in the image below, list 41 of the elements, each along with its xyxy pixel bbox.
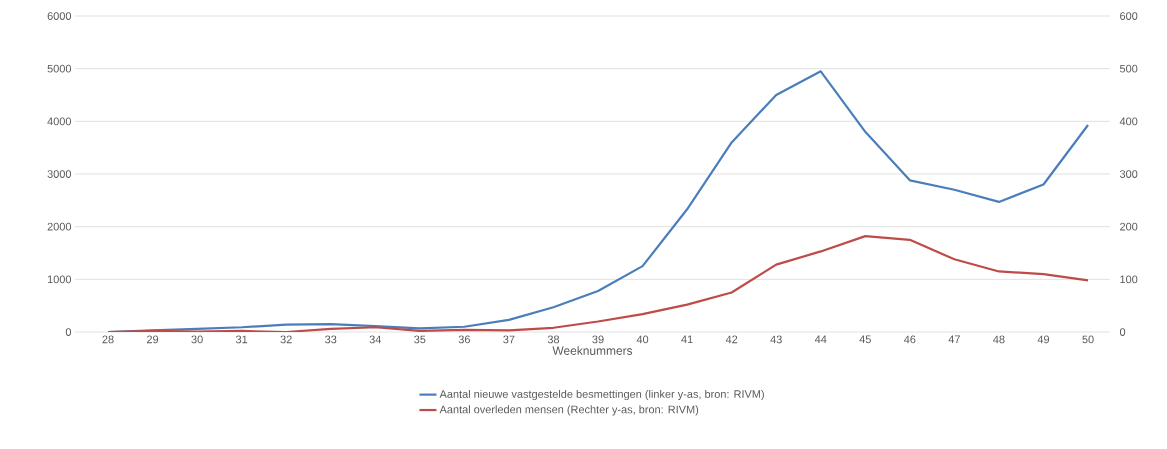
- x-tick-label: 44: [814, 335, 827, 344]
- y2-tick-label: 600: [1120, 12, 1138, 20]
- x-tick-label: 39: [592, 335, 604, 344]
- y-tick-label: 6000: [47, 12, 72, 20]
- y2-tick-label: 100: [1120, 275, 1138, 284]
- x-tick-label: 35: [414, 335, 426, 344]
- line-series: [106, 235, 1090, 332]
- y-tick-label: 5000: [47, 64, 72, 73]
- x-tick-label: 34: [369, 335, 382, 344]
- x-tick-label: 47: [948, 335, 960, 344]
- x-tick-label: 41: [681, 335, 693, 344]
- x-axis-title: Weeknummers: [552, 346, 633, 355]
- y-tick-label: 0: [65, 328, 72, 336]
- x-tick-label: 38: [547, 335, 560, 344]
- y-tick-label: 1000: [47, 275, 72, 284]
- x-tick-label: 31: [235, 335, 248, 344]
- x-tick-label: 29: [147, 335, 159, 344]
- x-tick-label: 37: [503, 335, 515, 344]
- y2-tick-label: 200: [1120, 222, 1138, 231]
- y-tick-label: 3000: [47, 170, 72, 178]
- x-tick-label: 32: [280, 335, 292, 344]
- legend-label: Aantal nieuwe vastgestelde besmettingen (linker y-as, bron: RIVM): [439, 389, 764, 401]
- x-tick-label: 42: [725, 335, 738, 344]
- y2-tick-label: 0: [1119, 328, 1126, 336]
- x-tick-label: 48: [993, 335, 1005, 344]
- y2-tick-label: 300: [1119, 170, 1138, 178]
- x-tick-label: 46: [903, 335, 916, 344]
- x-tick-label: 50: [1082, 335, 1094, 344]
- y2-tick-label: 400: [1119, 117, 1138, 126]
- x-tick-label: 30: [191, 335, 203, 344]
- x-tick-label: 43: [770, 335, 782, 344]
- y2-tick-label: 500: [1119, 64, 1138, 73]
- x-tick-label: 33: [325, 335, 337, 344]
- x-tick-label: 49: [1037, 335, 1050, 344]
- x-tick-label: 45: [859, 335, 871, 344]
- legend-label: Aantal overleden mensen (Rechter y-as, bron: RIVM): [439, 405, 699, 416]
- y-tick-label: 4000: [47, 117, 72, 126]
- x-tick-label: 28: [102, 335, 114, 344]
- x-tick-label: 36: [458, 335, 470, 344]
- x-tick-label: 40: [636, 335, 649, 344]
- y-tick-label: 2000: [47, 222, 72, 231]
